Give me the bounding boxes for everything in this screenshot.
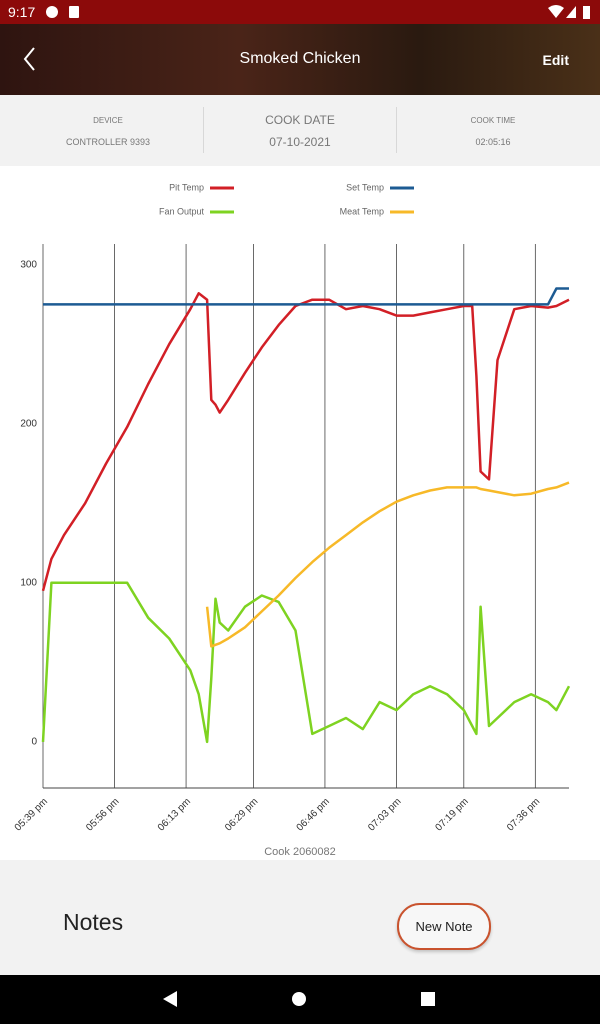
- edit-button[interactable]: Edit: [542, 52, 569, 68]
- page-title: Smoked Chicken: [239, 50, 361, 67]
- notes-title: Notes: [63, 909, 124, 935]
- series-line: [41, 292, 570, 592]
- series-line: [41, 581, 571, 744]
- x-tick-label: 07:19 pm: [434, 796, 471, 833]
- x-tick-label: 05:56 pm: [84, 796, 121, 833]
- x-tick-label: 06:29 pm: [223, 796, 260, 833]
- new-note-button[interactable]: New Note: [397, 903, 491, 950]
- status-icons: [46, 5, 590, 19]
- x-tick-label: 06:13 pm: [156, 796, 193, 833]
- notes-section: Notes New Note: [0, 860, 600, 975]
- nav-home[interactable]: [292, 992, 306, 1006]
- device-value: CONTROLLER 9393: [65, 137, 151, 147]
- series-line: [205, 481, 570, 648]
- nav-recents[interactable]: [421, 992, 435, 1006]
- navigation-bar: [0, 975, 600, 1024]
- x-tick-label: 05:39 pm: [13, 796, 50, 833]
- series-line: [43, 287, 569, 306]
- legend-label: Fan Output: [159, 206, 205, 216]
- separator: [396, 107, 397, 153]
- x-tick-label: 07:03 pm: [366, 796, 403, 833]
- legend-label: Meat Temp: [340, 206, 384, 216]
- nav-back[interactable]: [163, 991, 177, 1007]
- cook-info: DEVICE CONTROLLER 9393 COOK DATE 07-10-2…: [0, 95, 600, 166]
- status-bar: 9:17: [0, 0, 600, 24]
- separator: [203, 107, 204, 153]
- legend-label: Set Temp: [346, 182, 384, 192]
- x-tick-label: 06:46 pm: [295, 796, 332, 833]
- cook-time-label: COOK TIME: [470, 116, 516, 125]
- y-tick-label: 300: [20, 259, 37, 270]
- y-tick-label: 0: [31, 737, 37, 748]
- app-bar: Smoked Chicken Edit: [0, 24, 600, 95]
- legend-label: Pit Temp: [169, 182, 204, 192]
- cook-time-value: 02:05:16: [475, 137, 511, 147]
- back-button[interactable]: [16, 44, 46, 74]
- y-tick-label: 100: [20, 577, 37, 588]
- device-label: DEVICE: [93, 116, 123, 125]
- cook-time-cell: COOK TIME 02:05:16: [393, 105, 593, 155]
- cook-date-cell: COOK DATE 07-10-2021: [200, 105, 400, 155]
- cook-date-label: COOK DATE: [265, 113, 335, 127]
- clock: 9:17: [8, 4, 36, 20]
- cook-date-value: 07-10-2021: [269, 135, 331, 149]
- y-tick-label: 200: [20, 418, 37, 429]
- device-cell: DEVICE CONTROLLER 9393: [8, 105, 208, 155]
- nav-icons: [163, 991, 435, 1007]
- chart: Cook 2060082 0 100 200 300 05:39 pm 05:56 pm 0…: [13, 182, 571, 858]
- chart-caption: Cook 2060082: [264, 846, 336, 858]
- x-tick-label: 07:36 pm: [505, 796, 542, 833]
